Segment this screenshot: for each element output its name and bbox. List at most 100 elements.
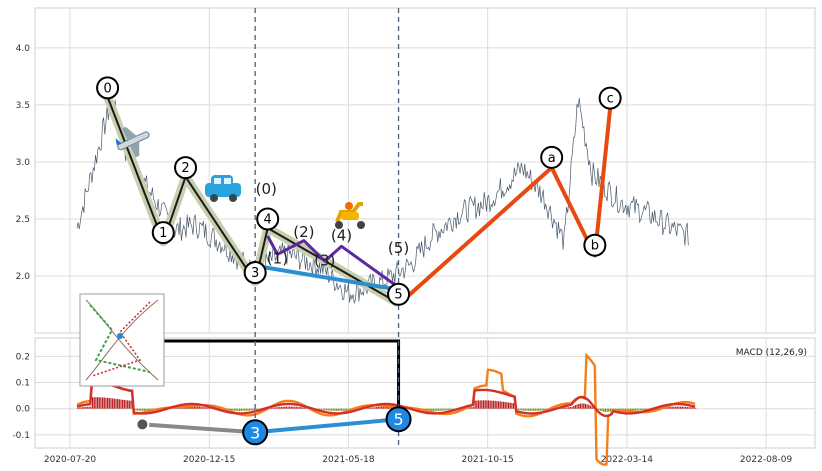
subwave-label: (4) [331,227,352,245]
macd-hist-bar [441,408,443,411]
macd-hist-bar [294,406,296,409]
wave-label-circle [583,233,607,257]
macd-hist-bar [479,400,481,409]
macd-hist-bar [284,406,286,409]
macd-tick-label: 0.0 [16,405,31,415]
macd-hist-bar [97,397,99,409]
macd-hist-bar [601,408,603,412]
macd-hist-bar [685,406,687,409]
macd-hist-bar [137,408,139,411]
macd-hist-bar [379,406,381,409]
macd-tick-label: 0.2 [16,352,30,362]
x-tick-label: 2020-12-15 [183,455,235,465]
macd-hist-bar [257,408,259,410]
macd-hist-bar [666,407,668,409]
macd-hist-bar [618,408,620,411]
macd-hist-bar [434,408,436,411]
macd-hist-bar [198,406,201,409]
macd-hist-bar [203,407,206,409]
macd-hist-bar [102,397,104,409]
macd-hist-bar [143,408,145,411]
macd-hist-bar [339,408,341,411]
macd-hist-bar [431,408,433,411]
macd-hist-bar [112,398,114,409]
macd-hist-bar [334,408,336,411]
macd-hist-bar [345,408,348,411]
macd-hist-bar [534,408,536,411]
macd-hist-bar [192,406,194,409]
macd-hist-bar [282,406,284,409]
macd-line [76,352,696,466]
macd-hist-bar [517,408,520,411]
macd-hist-bar [469,407,471,409]
macd-hist-bar [272,407,274,409]
macd-hist-bar [202,407,204,409]
macd-hist-bar [578,403,580,409]
macd-hist-bar [691,407,693,409]
macd-hist-bar [182,406,184,409]
macd-hist-bar [277,407,279,409]
macd-hist-bar [327,408,329,411]
macd-hist-bar [85,406,87,409]
macd-hist-bar [197,406,199,409]
macd-hist-bar [305,407,308,409]
macd-hist-bar [639,408,642,411]
x-tick-label: 2020-07-20 [44,455,97,465]
macd-hist-bar [185,406,187,409]
macd-hist-bar [91,397,94,409]
macd-hist-bar [247,408,249,411]
macd-hist-bar [531,408,533,411]
wave-label-circle [243,261,267,285]
macd-hist-bar [125,400,127,409]
signal-line [76,381,696,418]
macd-wave-marker-label: 5 [393,410,403,429]
macd-hist-bar [122,399,124,409]
macd-hist-bar [95,397,97,409]
macd-hist-bar [598,408,600,410]
macd-hist-bar [105,397,107,409]
macd-hist-bar [528,408,530,411]
macd-hist-bar [626,408,628,411]
x-tick-label: 2022-08-09 [740,455,793,465]
wave-labels: 3 5 0 1 2 3 4 5 a b c (0) (1) (2)(3) (4) (5) MACD (12,26… [96,76,807,446]
macd-hist-bar [344,408,346,411]
macd-hist-bar [195,406,197,409]
macd-hist-bar [477,400,480,409]
macd-hist-bar [367,407,369,409]
macd-hist-bar [678,406,680,409]
macd-hist-bar [235,408,237,411]
macd-hist-bar [588,404,590,409]
macd-hist-bar [511,402,513,409]
macd-hist-bar [472,407,475,409]
macd-hist-bar [561,407,563,409]
macd-hist-bar [436,408,438,411]
subwave-label: (0) [256,180,277,198]
macd-hist-bar [491,400,493,409]
macd-hist-bar [88,406,90,409]
macd-hist-bar [391,406,393,409]
macd-hist-bar [501,401,503,409]
macd-hist-bar [628,408,630,411]
macd-hist-bar [228,408,231,411]
macd-hist-bar [569,407,571,409]
macd-hist-bar [108,398,110,409]
x-axis: 2020-07-20 2020-12-15 2021-05-18 2021-10-15… [44,455,793,465]
macd-hist-bar [299,407,301,409]
wave-3-5-trendline [254,263,399,292]
macd-grey-link [142,422,256,435]
macd-hist-bar [529,408,531,411]
macd-hist-bar [287,406,289,409]
macd-hist-bar [145,408,147,411]
macd-hist-bar [524,408,526,411]
macd-hist-bar [624,408,627,411]
macd-hist-bar [471,407,473,409]
x-tick-label: 2021-05-18 [322,455,375,465]
macd-wave-marker [385,406,412,433]
macd-hist-bar [120,399,122,409]
subwave-label: (3) [314,252,335,270]
macd-hist-bar [245,408,247,411]
macd-hist-bar [608,408,610,412]
wave-label-circle [256,207,280,231]
macd-wave-marker-label: 3 [250,423,260,442]
